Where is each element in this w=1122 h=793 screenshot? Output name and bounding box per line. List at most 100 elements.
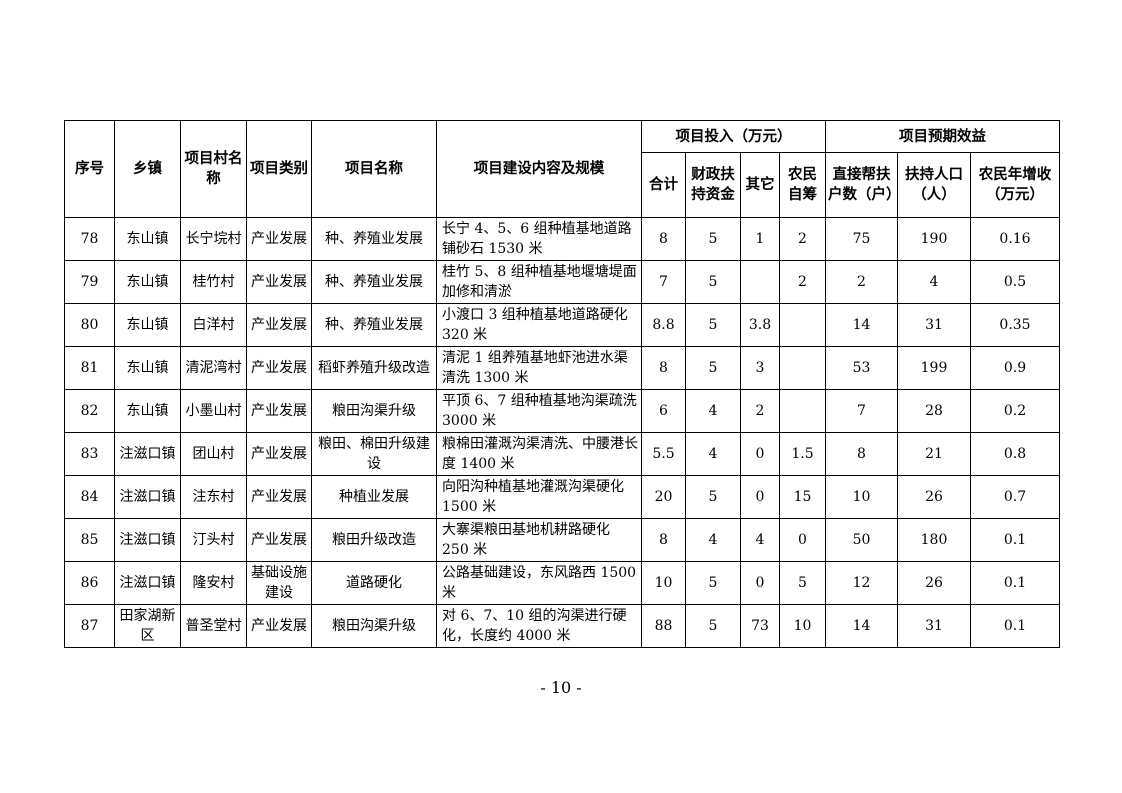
cell-population: 28 [897,389,971,433]
cell-category: 产业发展 [246,604,312,648]
cell-seq: 86 [64,561,115,605]
cell-town: 注滋口镇 [114,475,181,519]
cell-category: 产业发展 [246,217,312,261]
cell-village: 白洋村 [180,303,247,347]
cell-seq: 83 [64,432,115,476]
cell-fiscal: 5 [685,561,741,605]
cell-project-name: 种植业发展 [311,475,437,519]
cell-income: 0.5 [969,260,1061,304]
cell-income: 0.7 [969,475,1061,519]
cell-other [740,260,780,304]
cell-fiscal: 4 [685,432,741,476]
cell-households: 12 [825,561,898,605]
cell-other: 3 [740,346,780,390]
cell-content: 向阳沟种植基地灌溉沟渠硬化 1500 米 [436,475,642,519]
cell-total: 8 [641,217,686,261]
table-row: 79 东山镇 桂竹村 产业发展 种、养殖业发展 桂竹 5、8 组种植基地堰塘堤面加修和清淤… [64,260,1061,304]
cell-population: 31 [897,303,971,347]
cell-income: 0.16 [969,217,1061,261]
table-row: 82 东山镇 小墨山村 产业发展 粮田沟渠升级 平顶 6、7 组种植基地沟渠疏洗 3000… [64,389,1061,433]
cell-content: 清泥 1 组养殖基地虾池进水渠清洗 1300 米 [436,346,642,390]
cell-fiscal: 4 [685,389,741,433]
cell-households: 8 [825,432,898,476]
cell-fiscal: 5 [685,217,741,261]
cell-total: 88 [641,604,686,648]
table-body: 78 东山镇 长宁垸村 产业发展 种、养殖业发展 长宁 4、5、6 组种植基地道路铺砂石 … [64,217,1061,648]
cell-town: 东山镇 [114,303,181,347]
cell-village: 长宁垸村 [180,217,247,261]
cell-village: 小墨山村 [180,389,247,433]
cell-project-name: 粮田、棉田升级建设 [311,432,437,476]
cell-population: 26 [897,475,971,519]
cell-total: 5.5 [641,432,686,476]
cell-town: 田家湖新区 [114,604,181,648]
cell-content: 粮棉田灌溉沟渠清洗、中腰港长度 1400 米 [436,432,642,476]
cell-total: 6 [641,389,686,433]
cell-total: 10 [641,561,686,605]
cell-town: 东山镇 [114,260,181,304]
cell-population: 31 [897,604,971,648]
header-income: 农民年增收（万元） [969,152,1061,218]
cell-income: 0.1 [969,561,1061,605]
cell-content: 公路基础建设，东风路西 1500 米 [436,561,642,605]
cell-other: 0 [740,432,780,476]
cell-project-name: 种、养殖业发展 [311,260,437,304]
cell-project-name: 粮田升级改造 [311,518,437,562]
cell-other: 0 [740,561,780,605]
header-content: 项目建设内容及规模 [436,120,642,218]
cell-seq: 78 [64,217,115,261]
cell-category: 基础设施建设 [246,561,312,605]
table-row: 78 东山镇 长宁垸村 产业发展 种、养殖业发展 长宁 4、5、6 组种植基地道路铺砂石 … [64,217,1061,261]
header-project-name: 项目名称 [311,120,437,218]
cell-fiscal: 5 [685,303,741,347]
cell-self: 0 [779,518,826,562]
cell-total: 8 [641,518,686,562]
header-self: 农民自筹 [779,152,826,218]
cell-category: 产业发展 [246,389,312,433]
cell-seq: 82 [64,389,115,433]
cell-other: 73 [740,604,780,648]
cell-households: 50 [825,518,898,562]
cell-fiscal: 4 [685,518,741,562]
cell-seq: 85 [64,518,115,562]
cell-total: 7 [641,260,686,304]
cell-households: 53 [825,346,898,390]
header-total: 合计 [641,152,686,218]
cell-content: 对 6、7、10 组的沟渠进行硬化，长度约 4000 米 [436,604,642,648]
cell-income: 0.9 [969,346,1061,390]
cell-households: 7 [825,389,898,433]
cell-seq: 79 [64,260,115,304]
cell-project-name: 道路硬化 [311,561,437,605]
cell-category: 产业发展 [246,303,312,347]
cell-self [779,303,826,347]
header-village: 项目村名称 [180,120,247,218]
cell-category: 产业发展 [246,260,312,304]
cell-fiscal: 5 [685,604,741,648]
cell-total: 8 [641,346,686,390]
header-households: 直接帮扶户数（户） [825,152,898,218]
cell-self [779,346,826,390]
header-benefit: 项目预期效益 [824,120,1061,153]
cell-population: 4 [897,260,971,304]
cell-seq: 84 [64,475,115,519]
cell-town: 注滋口镇 [114,561,181,605]
cell-other: 3.8 [740,303,780,347]
cell-self: 1.5 [779,432,826,476]
cell-other: 4 [740,518,780,562]
project-table: 序号 乡镇 项目村名称 项目类别 项目名称 项目建设内容及规模 项目投入（万元）… [64,120,1061,648]
cell-category: 产业发展 [246,475,312,519]
table-row: 80 东山镇 白洋村 产业发展 种、养殖业发展 小渡口 3 组种植基地道路硬化 320 米… [64,303,1061,347]
cell-town: 东山镇 [114,389,181,433]
cell-seq: 87 [64,604,115,648]
header-other: 其它 [740,152,780,218]
header-investment: 项目投入（万元） [641,120,826,153]
cell-content: 小渡口 3 组种植基地道路硬化 320 米 [436,303,642,347]
cell-income: 0.2 [969,389,1061,433]
cell-total: 8.8 [641,303,686,347]
cell-population: 199 [897,346,971,390]
cell-population: 190 [897,217,971,261]
cell-income: 0.8 [969,432,1061,476]
table-row: 83 注滋口镇 团山村 产业发展 粮田、棉田升级建设 粮棉田灌溉沟渠清洗、中腰港长度 14… [64,432,1061,476]
table-row: 84 注滋口镇 注东村 产业发展 种植业发展 向阳沟种植基地灌溉沟渠硬化 1500 米 20… [64,475,1061,519]
